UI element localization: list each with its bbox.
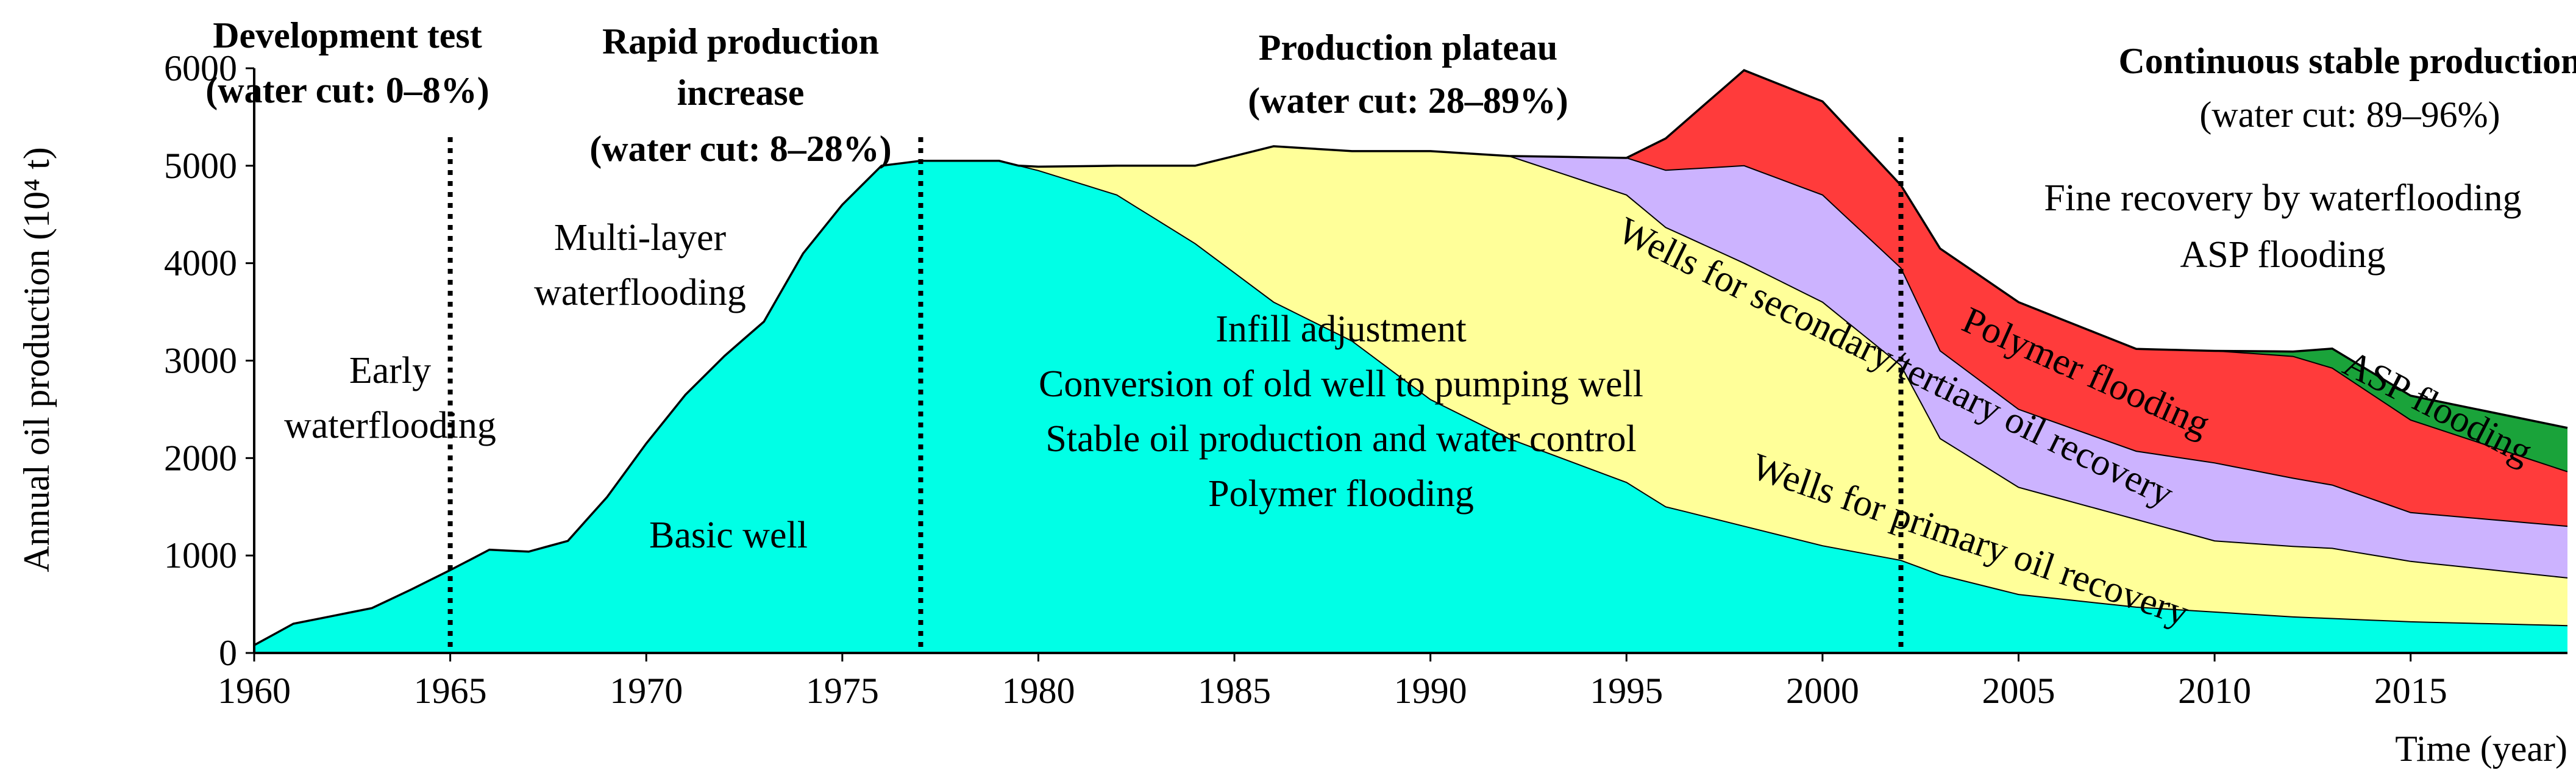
x-tick-label: 1990 <box>1394 671 1467 711</box>
x-tick-label: 1960 <box>218 671 291 711</box>
stage-header-plateau: Production plateau <box>1259 27 1558 68</box>
x-tick-label: 2010 <box>2178 671 2251 711</box>
x-tick-label: 2005 <box>1982 671 2055 711</box>
x-tick-label: 1970 <box>610 671 683 711</box>
x-tick-label: 1985 <box>1198 671 1271 711</box>
y-axis-title: Annual oil production (10⁴ t) <box>16 147 57 572</box>
annotation-infill-3: Stable oil production and water control <box>1045 418 1636 460</box>
y-ticks: 0 1000 2000 3000 4000 5000 6000 <box>164 48 254 673</box>
x-axis-title: Time (year) <box>2395 729 2567 769</box>
annotation-infill-2: Conversion of old well to pumping well <box>1039 363 1643 405</box>
stage-header-development-watercut: (water cut: 0–8%) <box>205 70 489 110</box>
stage-header-plateau-watercut: (water cut: 28–89%) <box>1248 80 1568 121</box>
annotation-multilayer-2: waterflooding <box>534 272 746 313</box>
area-infill <box>254 146 2567 646</box>
area-layers <box>254 69 2568 653</box>
annotation-infill-1: Infill adjustment <box>1215 308 1467 350</box>
x-tick-label: 1965 <box>414 671 487 711</box>
y-tick-label: 6000 <box>164 48 237 88</box>
x-tick-label: 1980 <box>1002 671 1075 711</box>
y-tick-label: 2000 <box>164 438 237 478</box>
y-tick-label: 3000 <box>164 341 237 381</box>
y-tick-label: 4000 <box>164 243 237 284</box>
layer-boundary-asp <box>254 69 2568 646</box>
stage-header-rapid-increase: Rapid production <box>602 21 879 62</box>
annotation-fine-recovery: Fine recovery by waterflooding <box>2044 177 2521 219</box>
annotation-early-2: waterflooding <box>284 405 496 446</box>
annotation-asp-recovery: ASP flooding <box>2180 234 2385 276</box>
stage-header-rapid-increase-2: increase <box>677 73 805 113</box>
x-tick-label: 1995 <box>1590 671 1663 711</box>
y-tick-label: 0 <box>219 633 237 673</box>
x-tick-label: 1975 <box>806 671 879 711</box>
stage-header-continuous: Continuous stable production <box>2118 41 2576 81</box>
x-tick-label: 2000 <box>1786 671 1859 711</box>
annotation-basic-well: Basic well <box>649 515 808 556</box>
y-tick-label: 5000 <box>164 146 237 186</box>
annotation-infill-4: Polymer flooding <box>1208 473 1474 515</box>
area-basic <box>254 160 2567 653</box>
x-tick-label: 2015 <box>2374 671 2447 711</box>
x-ticks: 1960 1965 1970 1975 1980 1985 1990 1995 2000 2005… <box>218 653 2447 711</box>
stage-header-continuous-watercut: (water cut: 89–96%) <box>2199 95 2500 135</box>
annotation-early: Early <box>349 350 431 391</box>
stage-header-development-test: Development test <box>213 15 482 55</box>
annotation-multilayer: Multi-layer <box>554 217 727 259</box>
area-polymer <box>254 70 2567 646</box>
stage-dividers <box>447 137 1904 653</box>
stage-header-rapid-watercut: (water cut: 8–28%) <box>589 129 891 169</box>
y-tick-label: 1000 <box>164 535 237 576</box>
